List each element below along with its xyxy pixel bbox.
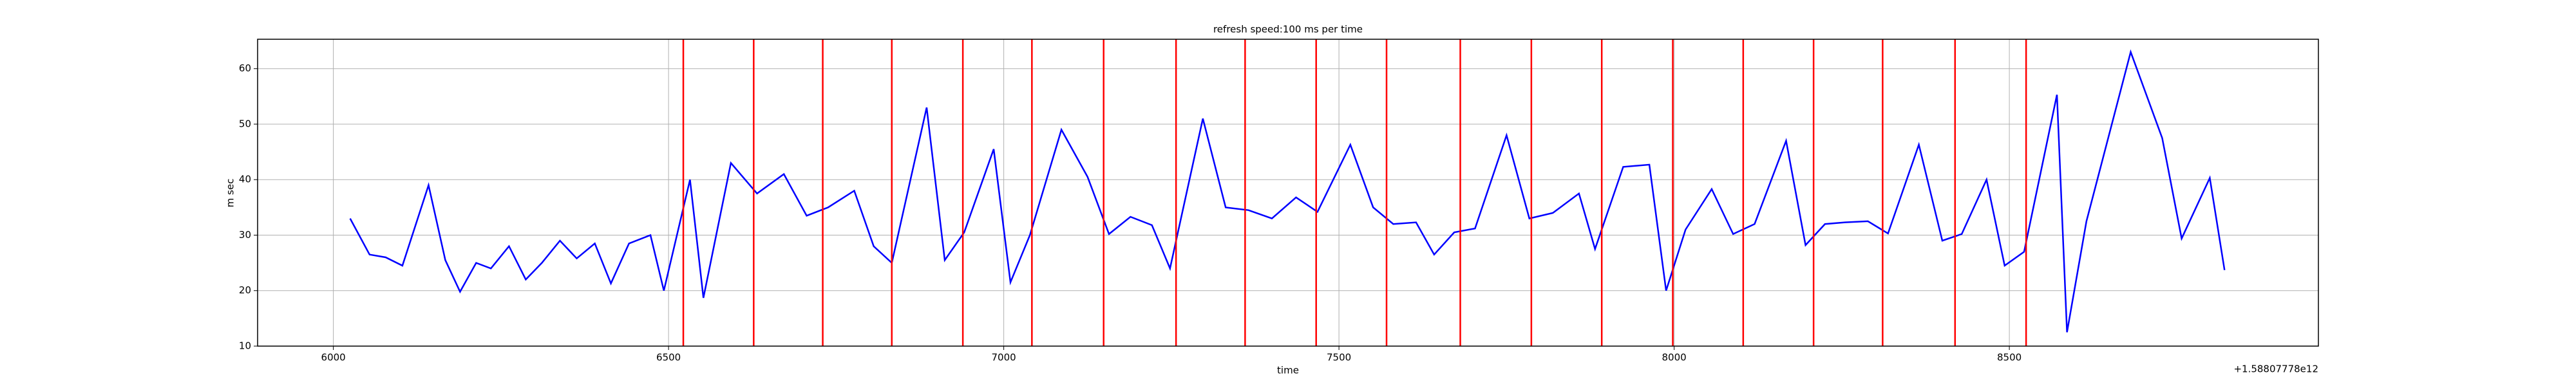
x-tick-label: 6000 bbox=[321, 352, 346, 363]
x-tick-label: 7000 bbox=[992, 352, 1016, 363]
data-line bbox=[349, 49, 2226, 333]
x-axis-label: time bbox=[1277, 365, 1299, 376]
y-axis-label: m sec bbox=[225, 179, 236, 208]
x-tick-label: 8500 bbox=[1997, 352, 2022, 363]
y-tick-label: 60 bbox=[239, 62, 251, 74]
x-tick-label: 7500 bbox=[1327, 352, 1351, 363]
y-tick-label: 10 bbox=[239, 340, 251, 352]
y-tick-label: 20 bbox=[239, 284, 251, 296]
chart-title: refresh speed:100 ms per time bbox=[1213, 24, 1363, 35]
x-tick-label: 6500 bbox=[656, 352, 681, 363]
x-tick-label: 8000 bbox=[1662, 352, 1687, 363]
y-tick-label: 30 bbox=[239, 229, 251, 241]
plot-frame bbox=[257, 39, 2319, 347]
x-offset-label: +1.58807778e12 bbox=[2233, 363, 2318, 375]
y-tick-label: 40 bbox=[239, 174, 251, 185]
y-tick-label: 50 bbox=[239, 118, 251, 129]
